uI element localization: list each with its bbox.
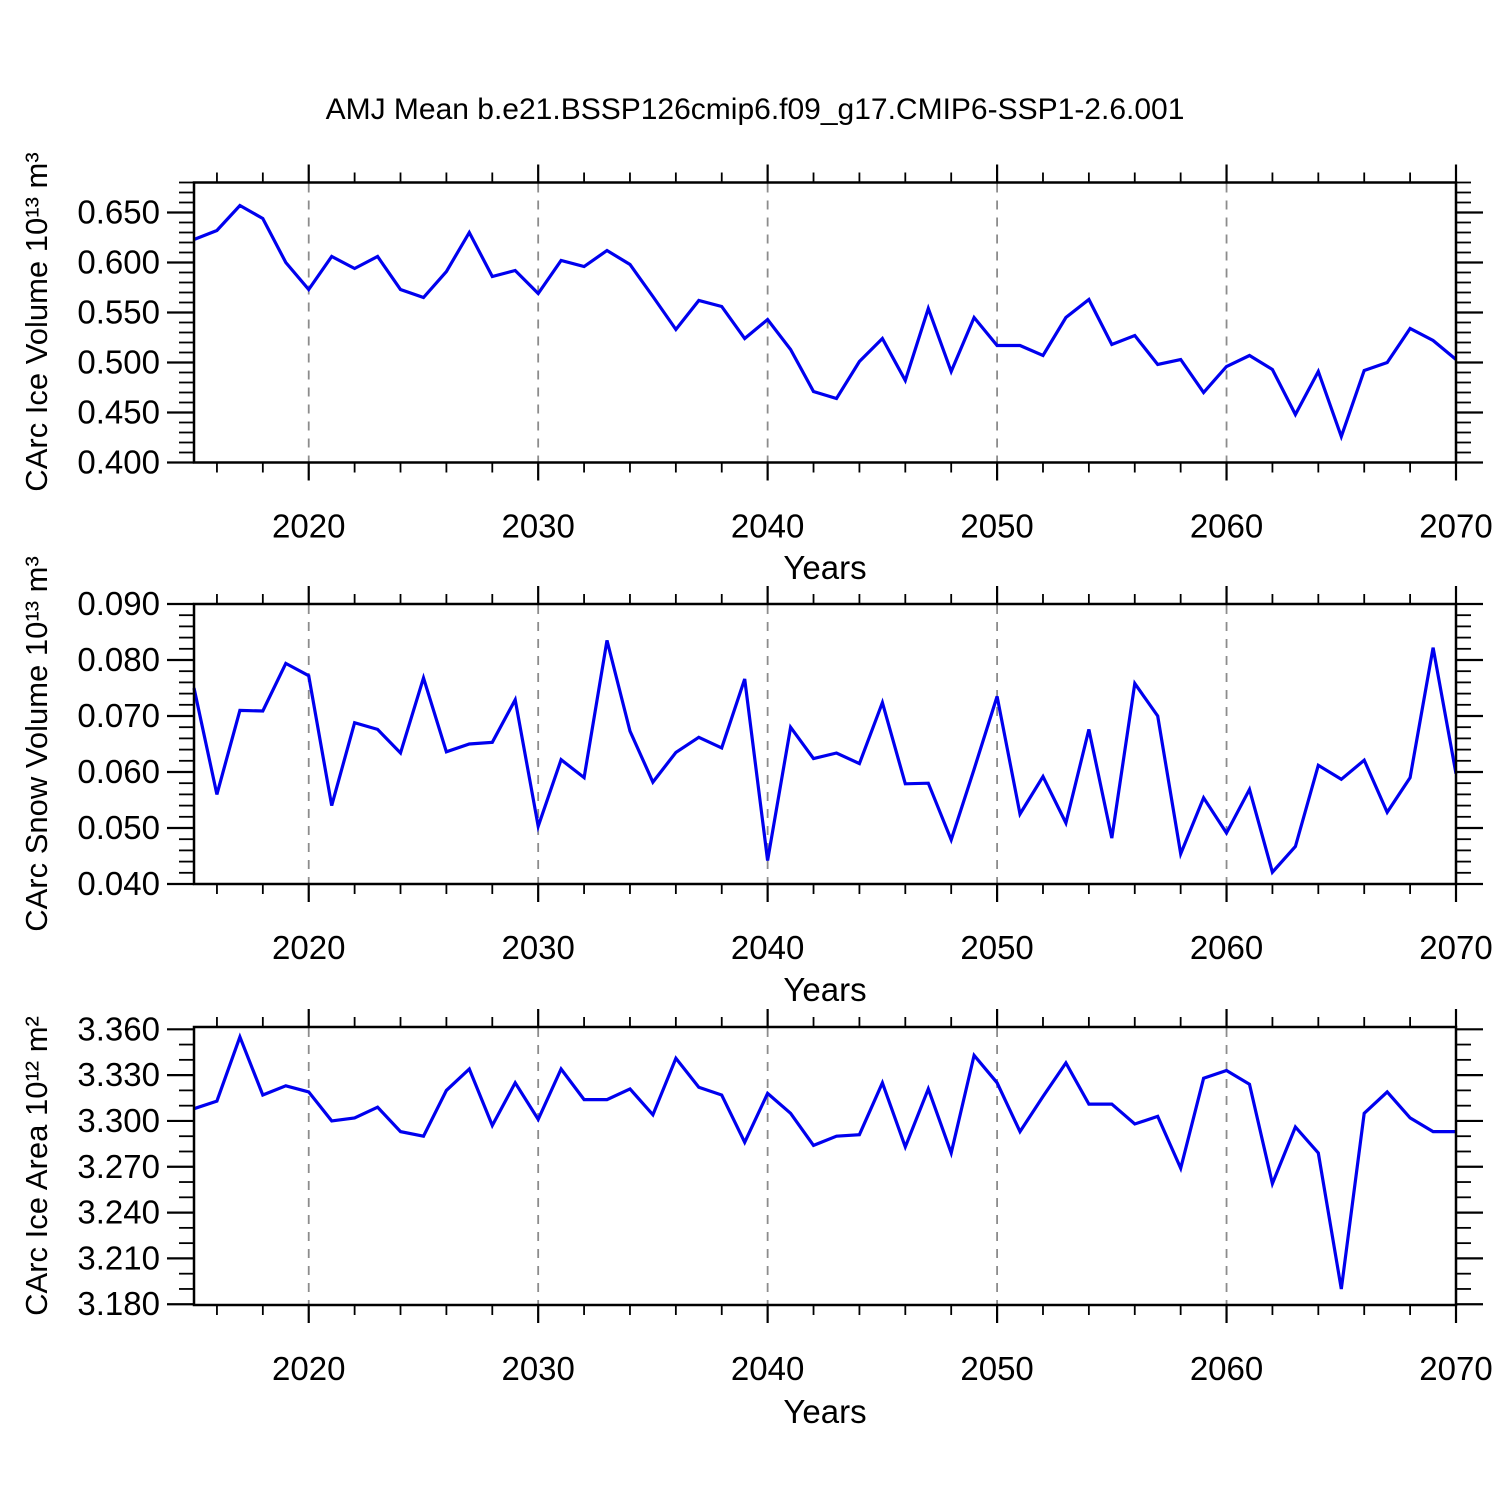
panel2-x-tick-label: 2050 <box>960 929 1033 966</box>
panel1-y-tick-label: 0.600 <box>77 244 160 281</box>
panel2-y-tick-label: 0.090 <box>77 585 160 622</box>
panel2-data-line <box>192 640 1458 876</box>
panel3-y-tick-label: 3.240 <box>77 1194 160 1231</box>
panel3-x-tick-label: 2040 <box>731 1350 804 1387</box>
panel2-x-tick-label: 2030 <box>501 929 574 966</box>
panel3-y-tick-label: 3.270 <box>77 1148 160 1185</box>
panel1-x-tick-label: 2030 <box>501 508 574 545</box>
panel2-x-tick-label: 2060 <box>1190 929 1263 966</box>
panel3-data-line <box>193 1032 1456 1290</box>
panel2-x-tick-label: 2020 <box>272 929 345 966</box>
panel1-y-tick-label: 0.450 <box>77 394 160 431</box>
panel2-x-tick-label: 2040 <box>731 929 804 966</box>
chart-title: AMJ Mean b.e21.BSSP126cmip6.f09_g17.CMIP… <box>325 93 1185 126</box>
panel2-x-tick-label: 2070 <box>1419 929 1492 966</box>
panel2-frame <box>192 602 1458 886</box>
panel1-y-tick-label: 0.400 <box>77 444 160 481</box>
panel3-y-tick-label: 3.180 <box>77 1285 160 1322</box>
panel3-x-axis-title: Years <box>783 1393 867 1430</box>
panel1-x-tick-label: 2050 <box>960 508 1033 545</box>
panel2-y-tick-label: 0.060 <box>77 753 160 790</box>
panel1-x-tick-label: 2060 <box>1190 508 1263 545</box>
panel3-x-tick-label: 2020 <box>272 1350 345 1387</box>
panel2-y-tick-label: 0.070 <box>77 697 160 734</box>
panel1-frame <box>192 181 1458 464</box>
panel3-y-tick-label: 3.210 <box>77 1239 160 1276</box>
panel3-y-tick-label: 3.300 <box>77 1102 160 1139</box>
panel1-x-tick-label: 2020 <box>272 508 345 545</box>
panel1-y-tick-label: 0.650 <box>77 194 160 231</box>
panel2-x-axis-title: Years <box>783 971 867 1008</box>
panel2-y-tick-label: 0.080 <box>77 641 160 678</box>
panel3-x-tick-label: 2050 <box>960 1350 1033 1387</box>
panel3-y-tick-label: 3.360 <box>77 1010 160 1047</box>
panel3-x-tick-label: 2060 <box>1190 1350 1263 1387</box>
panel2-y-tick-label: 0.040 <box>77 865 160 902</box>
panel3-y-tick-label: 3.330 <box>77 1056 160 1093</box>
panel3-x-tick-label: 2030 <box>501 1350 574 1387</box>
panel1-x-axis-title: Years <box>783 549 867 586</box>
panel1-data-line <box>193 203 1458 442</box>
panel1-x-tick-label: 2040 <box>731 508 804 545</box>
panel3-x-tick-label: 2070 <box>1419 1350 1492 1387</box>
panel1-x-tick-label: 2070 <box>1419 508 1492 545</box>
panel1-y-tick-label: 0.550 <box>77 294 160 331</box>
panel2-y-tick-label: 0.050 <box>77 809 160 846</box>
panel1-y-tick-label: 0.500 <box>77 344 160 381</box>
panel3-y-axis-title: CArc Ice Area 10¹² m² <box>19 1016 54 1316</box>
